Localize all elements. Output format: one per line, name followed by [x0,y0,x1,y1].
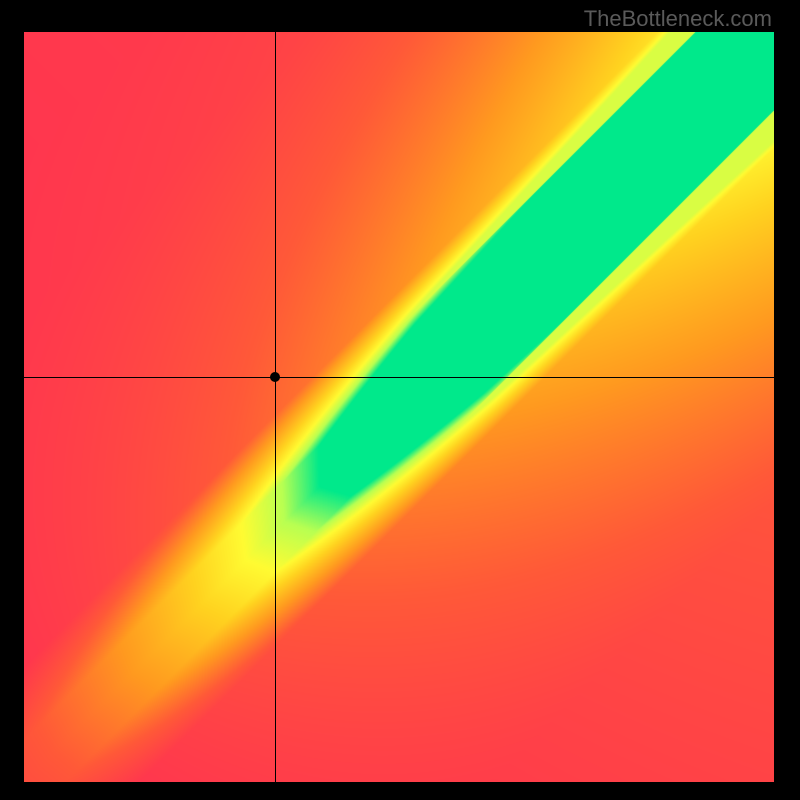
crosshair-point [270,372,280,382]
attribution-label: TheBottleneck.com [584,6,772,32]
crosshair-horizontal [24,377,774,378]
bottleneck-chart [24,32,774,782]
heatmap-gradient [24,32,774,782]
crosshair-vertical [275,32,276,782]
